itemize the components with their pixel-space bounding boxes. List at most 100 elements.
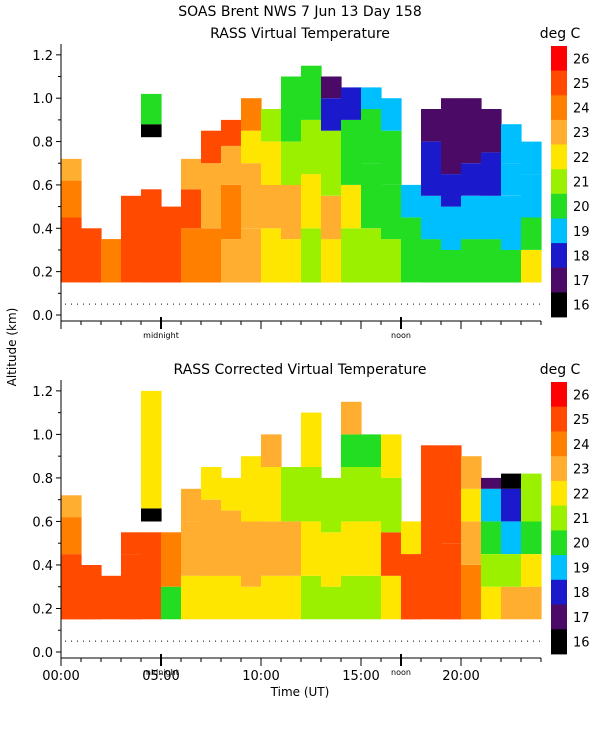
heatmap-cell [501,473,522,489]
heatmap-cell [181,521,202,576]
heatmap-cell [381,477,402,533]
heatmap-cell [301,467,322,522]
heatmap-cell [321,76,342,99]
colorbar-label: 17 [573,611,590,626]
heatmap-cell [161,206,182,283]
heatmap-cell [521,250,542,283]
x-tick-label: 15:00 [342,669,379,684]
heatmap-cell [501,586,522,620]
heatmap-cells [61,65,542,283]
heatmap-cell [321,98,342,131]
heatmap-cell [461,521,482,565]
heatmap-cell [481,195,502,240]
x-tick-label: 05:00 [142,669,179,684]
heatmap-cell [481,488,502,522]
colorbar-swatch [551,95,567,121]
colorbar-label: 24 [573,102,590,117]
x-tick-label: 00:00 [42,669,79,684]
heatmap-cell [281,239,302,283]
heatmap-cell [481,239,502,283]
colorbar-label: 20 [573,200,590,215]
heatmap-cell [341,401,362,435]
heatmap-cell [221,119,242,146]
heatmap-cell [341,87,362,120]
heatmap-cell [181,189,202,229]
heatmap-cell [461,239,482,283]
heatmap-cell [221,510,242,576]
y-tick-label: 0.4 [32,222,53,237]
figure-header-title: SOAS Brent NWS 7 Jun 13 Day 158 [178,4,421,20]
heatmap-cell [61,495,82,518]
heatmap-cell [161,586,182,620]
colorbar-unit: deg C [540,362,581,378]
heatmap-cell [361,109,382,164]
heatmap-cell [441,543,462,620]
heatmap-cell [241,228,262,283]
heatmap-cell [301,575,322,620]
heatmap-cell [361,521,382,576]
heatmap-cell [461,565,482,620]
heatmap-cell [341,184,362,229]
heatmap-cell [341,521,362,576]
heatmap-cell [281,141,302,185]
heatmap-cell [361,228,382,283]
x-tick-label: 10:00 [242,669,279,684]
colorbar-label: 19 [573,562,590,577]
heatmap-cell [61,554,82,620]
heatmap-cell [101,575,122,620]
y-tick-label: 0.0 [32,646,53,661]
y-tick-label: 0.4 [32,559,53,574]
colorbar-label: 19 [573,225,590,240]
heatmap-cell [381,184,402,240]
y-axis-label: Altitude (km) [5,308,19,387]
heatmap-cell [361,434,382,467]
heatmap-cell [341,575,362,620]
y-tick-label: 1.2 [32,49,53,64]
panel-2: RASS Corrected Virtual Temperature deg C 0… [32,362,589,684]
heatmap-cell [101,239,122,283]
heatmap-cell [481,109,502,153]
heatmap-cell [221,145,242,185]
heatmap-cell [201,163,222,229]
heatmap-cell [181,575,202,620]
heatmap-cell [521,174,542,218]
heatmap-cell [501,488,522,522]
heatmap-cell [441,206,462,250]
heatmap-cell [121,217,142,283]
heatmap-cell [241,586,262,620]
heatmap-cell [321,586,342,620]
heatmap-cell [321,477,342,533]
colorbar-label: 25 [573,413,590,428]
heatmap-cell [281,76,302,142]
heatmap-cell [321,130,342,196]
y-tick-label: 1.0 [32,92,53,107]
heatmap-cell [301,412,322,467]
heatmap-cell [261,467,282,522]
colorbar-swatch [551,480,567,506]
heatmap-cell [261,521,282,576]
panel-title: RASS Corrected Virtual Temperature [174,362,427,378]
heatmap-cell [241,456,262,522]
colorbar-swatch [551,144,567,170]
heatmap-cell [121,195,142,218]
colorbar-swatch [551,243,567,269]
heatmap-cell [121,532,142,555]
heatmap-cell [201,499,222,576]
time-marker-label: midnight [143,331,179,340]
colorbar-label: 20 [573,537,590,552]
y-tick-label: 0.2 [32,266,53,281]
heatmap-cell [421,109,442,142]
heatmap-cell [501,250,522,283]
heatmap-cell [461,163,482,196]
heatmap-cell [361,87,382,110]
time-marker-label: noon [391,668,411,677]
colorbar-swatch [551,382,567,408]
heatmap-cell [61,158,82,181]
y-tick-label: 0.8 [32,472,53,487]
heatmap-cell [301,174,322,229]
heatmap-cell [141,93,162,125]
colorbar-swatch [551,604,567,630]
heatmap-cell [221,575,242,620]
colorbar-swatch [551,505,567,531]
